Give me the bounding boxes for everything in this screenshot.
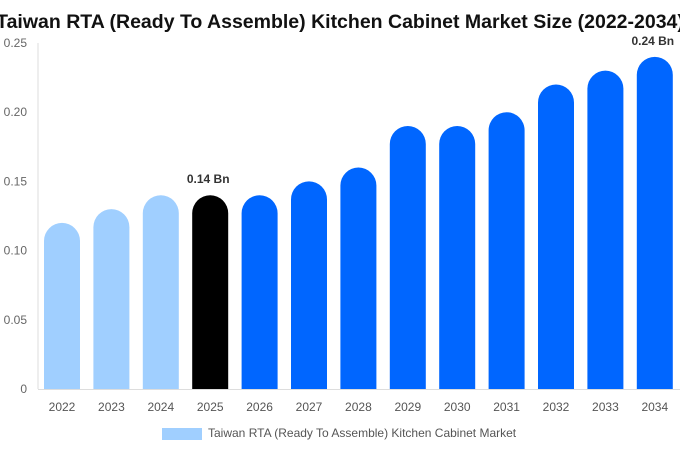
bar-2025[interactable]	[192, 195, 229, 389]
y-tick-label: 0	[20, 382, 27, 396]
bar-2034[interactable]	[636, 56, 673, 390]
bar-2031[interactable]	[488, 112, 525, 389]
y-tick-labels: 0 0.05 0.10 0.15 0.20 0.25	[4, 36, 28, 396]
bars	[44, 56, 673, 390]
x-tick-label: 2028	[345, 400, 372, 414]
bar-2030[interactable]	[439, 126, 476, 390]
bar-2027[interactable]	[291, 181, 327, 389]
y-tick-label: 0.05	[4, 313, 28, 327]
y-tick-label: 0.25	[4, 36, 28, 50]
bar-2023[interactable]	[93, 209, 130, 389]
x-tick-label: 2023	[98, 400, 125, 414]
legend[interactable]: Taiwan RTA (Ready To Assemble) Kitchen C…	[162, 426, 517, 440]
bar-2029[interactable]	[389, 126, 426, 390]
x-tick-label: 2026	[246, 400, 273, 414]
bar-2026[interactable]	[241, 195, 278, 389]
data-labels: 0.14 Bn 0.24 Bn	[187, 34, 674, 186]
data-label-2034: 0.24 Bn	[631, 34, 674, 48]
legend-swatch	[162, 428, 202, 440]
x-tick-label: 2027	[296, 400, 323, 414]
x-tick-label: 2033	[592, 400, 619, 414]
x-tick-label: 2024	[147, 400, 174, 414]
bar-2032[interactable]	[538, 84, 574, 390]
data-label-2025: 0.14 Bn	[187, 172, 230, 186]
x-tick-label: 2034	[641, 400, 668, 414]
x-tick-label: 2032	[543, 400, 570, 414]
x-tick-label: 2029	[394, 400, 421, 414]
legend-label: Taiwan RTA (Ready To Assemble) Kitchen C…	[208, 426, 517, 440]
chart-title: Taiwan RTA (Ready To Assemble) Kitchen C…	[0, 11, 680, 33]
x-tick-label: 2030	[444, 400, 471, 414]
x-tick-labels: 2022 2023 2024 2025 2026 2027 2028 2029 2030 2031…	[49, 400, 669, 414]
x-tick-label: 2031	[493, 400, 520, 414]
x-tick-label: 2022	[49, 400, 76, 414]
bar-2033[interactable]	[587, 70, 624, 390]
bar-2024[interactable]	[142, 195, 179, 389]
bar-2028[interactable]	[340, 167, 377, 389]
x-tick-label: 2025	[197, 400, 224, 414]
y-tick-label: 0.10	[4, 244, 28, 258]
bar-2022[interactable]	[44, 222, 80, 389]
y-tick-label: 0.20	[4, 105, 28, 119]
y-tick-label: 0.15	[4, 174, 28, 188]
